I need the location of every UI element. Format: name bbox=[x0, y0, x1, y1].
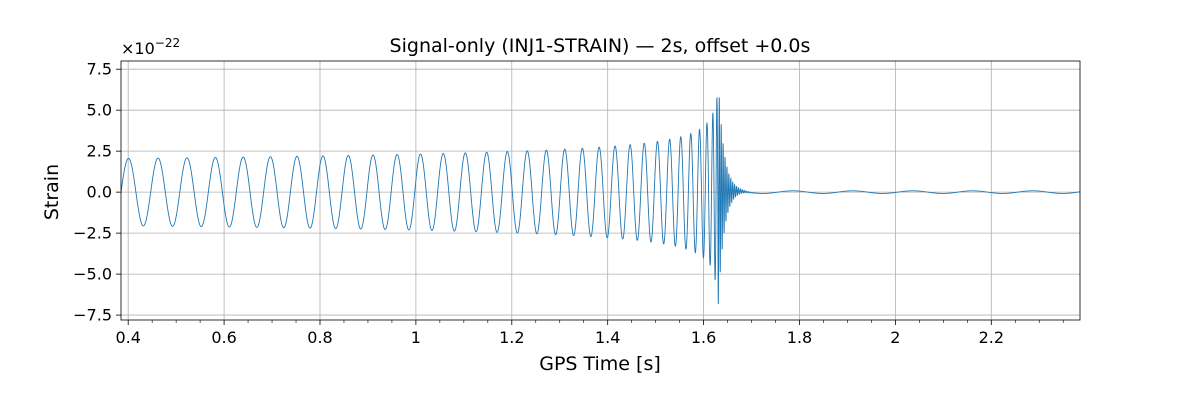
x-axis-label: GPS Time [s] bbox=[539, 353, 661, 375]
x-tick-label: 1.8 bbox=[787, 328, 812, 347]
x-tick-label: 0.8 bbox=[307, 328, 332, 347]
y-tick-label: 0.0 bbox=[87, 183, 112, 202]
x-tick-label: 1.2 bbox=[499, 328, 524, 347]
y-tick-label: 7.5 bbox=[87, 60, 112, 79]
x-tick-label: 1 bbox=[411, 328, 421, 347]
chart-title: Signal-only (INJ1-STRAIN) — 2s, offset +… bbox=[390, 35, 811, 57]
y-tick-label: 2.5 bbox=[87, 142, 112, 161]
plot-frame bbox=[120, 60, 1081, 321]
y-scale-exponent-label: ×10−22 bbox=[121, 36, 180, 58]
x-axis: 0.4 0.6 0.8 1 1.2 1.4 1.6 1.8 2 2.2 bbox=[115, 320, 1064, 347]
strain-series-line bbox=[121, 96, 1080, 305]
y-axis-label: Strain bbox=[41, 164, 63, 220]
plot-area bbox=[121, 96, 1080, 305]
y-tick-label: 5.0 bbox=[87, 101, 112, 120]
y-tick-label: −5.0 bbox=[73, 265, 112, 284]
x-tick-label: 2.2 bbox=[979, 328, 1004, 347]
x-tick-label: 0.6 bbox=[211, 328, 236, 347]
grid-lines bbox=[121, 61, 1080, 320]
x-tick-label: 2 bbox=[890, 328, 900, 347]
y-tick-label: −7.5 bbox=[73, 306, 112, 325]
x-tick-label: 1.6 bbox=[691, 328, 716, 347]
y-tick-label: −2.5 bbox=[73, 224, 112, 243]
x-tick-label: 0.4 bbox=[115, 328, 140, 347]
x-tick-label: 1.4 bbox=[595, 328, 620, 347]
y-axis: 7.5 5.0 2.5 0.0 −2.5 −5.0 −7.5 bbox=[73, 60, 121, 325]
